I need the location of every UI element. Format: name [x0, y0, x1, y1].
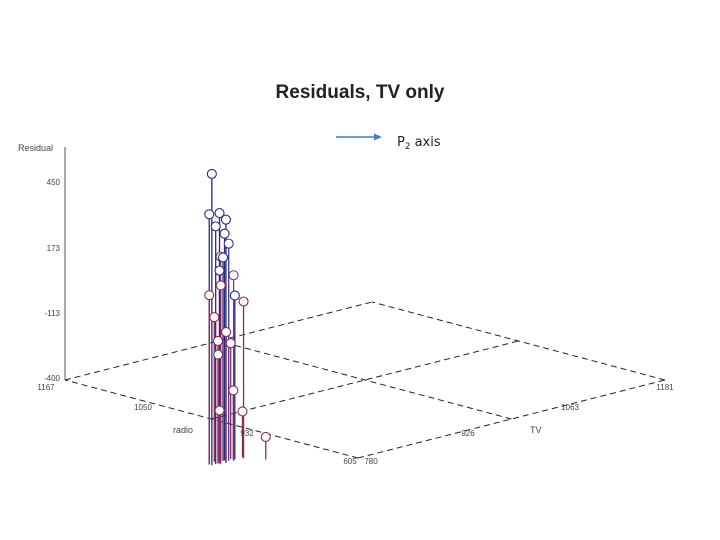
- z-tick-label: 173: [47, 244, 61, 253]
- annotation-subscript: 2: [405, 142, 411, 152]
- annotation-base: P: [397, 135, 405, 150]
- grid-line-y-1: [211, 340, 519, 420]
- residual-point: [214, 208, 225, 219]
- z-tick-label: -113: [45, 309, 61, 318]
- residual-point: [215, 280, 226, 291]
- residual-point: [204, 209, 215, 220]
- residual-point: [223, 238, 234, 249]
- residual-point: [260, 431, 271, 443]
- grid-line-x-2: [371, 301, 666, 381]
- residual-point: [221, 326, 232, 338]
- residual-point: [204, 290, 215, 301]
- residual-point: [237, 406, 248, 417]
- x-tick-label: 1181: [656, 383, 674, 392]
- residual-point: [229, 290, 240, 301]
- y-tick-label: 932: [240, 429, 254, 438]
- residual-point: [210, 221, 221, 232]
- residual-point: [206, 168, 217, 179]
- residual-point: [238, 296, 249, 307]
- x-axis-label: TV: [530, 425, 542, 435]
- residual-point: [209, 312, 220, 323]
- x-tick-label: 926: [461, 429, 475, 438]
- tick-labels: 450 173 -113 -400 780 926 1063 1181 605 932 1050 11…: [37, 178, 674, 466]
- z-tick-label: -400: [44, 374, 61, 383]
- y-axis-label: radio: [173, 425, 193, 435]
- annotation-arrow-head: [374, 133, 382, 141]
- grid-line-y-0: [357, 379, 666, 459]
- residual-point: [214, 265, 225, 276]
- residual-point: [228, 385, 239, 396]
- y-tick-label: 605: [343, 457, 357, 466]
- floor-grid: [64, 301, 666, 459]
- x-tick-label: 1063: [561, 403, 579, 412]
- annotation-text: axis: [415, 135, 441, 150]
- residual-point: [213, 349, 224, 360]
- grid-line-x-1: [218, 340, 512, 420]
- residual-point: [220, 214, 231, 225]
- residual-point: [219, 228, 230, 239]
- chart-title: Residuals, TV only: [275, 82, 445, 103]
- annotation-label: P2 axis: [397, 135, 441, 152]
- z-axis-label: Residual: [18, 143, 53, 153]
- residual-point: [212, 335, 224, 346]
- residual-point: [217, 252, 229, 263]
- x-tick-label: 780: [364, 457, 378, 466]
- y-tick-label: 1050: [134, 403, 152, 412]
- residual-point: [228, 270, 239, 281]
- residual-point: [225, 338, 236, 349]
- p2-axis-annotation: P2 axis: [336, 133, 441, 152]
- y-tick-label: 1167: [37, 383, 55, 392]
- residual-points: [204, 168, 271, 443]
- grid-line-y-2: [64, 301, 373, 381]
- z-tick-label: 450: [47, 178, 61, 187]
- residual-point: [214, 405, 225, 416]
